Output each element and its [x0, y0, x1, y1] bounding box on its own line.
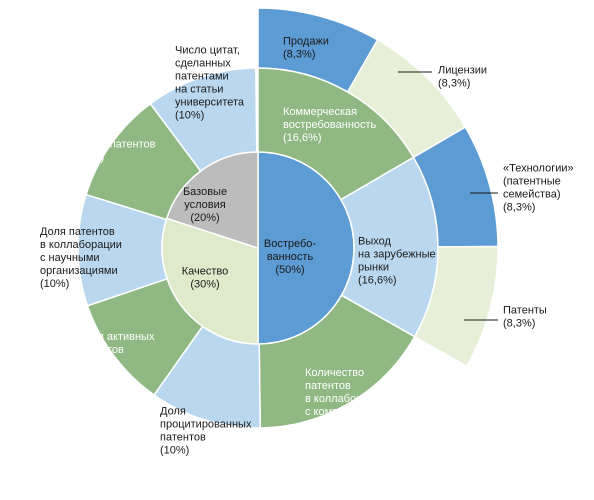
- outer-slice-3: [413, 245, 499, 368]
- middle-label-7: Число цитат, сделанных патентами на статьи у…: [175, 45, 245, 122]
- middle-label-4: Доля активных патентов (10%): [78, 331, 155, 369]
- outer-label-0: Продажи (8,3%): [283, 36, 329, 61]
- outer-label-1: Лицензии (8,3%): [438, 65, 487, 90]
- outer-ring: [257, 7, 499, 368]
- middle-slice-7: [149, 67, 258, 173]
- middle-label-1: Выход на зарубежные рынки (16,6%): [358, 236, 436, 287]
- middle-label-0: Коммерческая востребованность (16,6%): [283, 106, 377, 144]
- inner-label-2: Базовые условия (20%): [183, 186, 227, 224]
- middle-label-2: Количество патентов в коллаборации с компан…: [305, 367, 387, 431]
- outer-label-3: Патенты (8,3%): [503, 305, 547, 330]
- chart-labels: Востребо-ванность (50%) Качество (30%) Базов…: [40, 36, 574, 457]
- inner-label-1: Качество (30%): [182, 266, 229, 291]
- middle-ring: [77, 67, 439, 429]
- middle-label-3: Доля процитированных патентов (10%): [160, 406, 252, 457]
- middle-label-6: Число патентов (10%): [75, 139, 156, 164]
- outer-label-2: «Технологии» (патентные семейства) (8,3%): [503, 163, 574, 214]
- middle-label-5: Доля патентов в коллаборации с научными орг…: [40, 226, 122, 290]
- inner-label-0: Востребо-ванность (50%): [264, 238, 317, 276]
- inner-ring: [161, 151, 355, 345]
